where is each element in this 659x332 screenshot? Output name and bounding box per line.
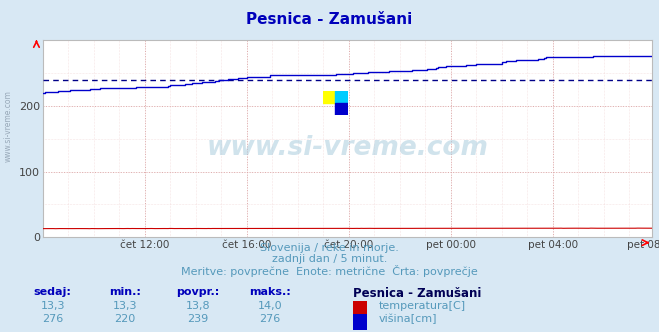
Text: www.si-vreme.com: www.si-vreme.com bbox=[207, 135, 488, 161]
Bar bbox=[335, 91, 348, 103]
Text: 13,3: 13,3 bbox=[113, 301, 138, 311]
Text: sedaj:: sedaj: bbox=[34, 287, 72, 297]
Text: maks.:: maks.: bbox=[249, 287, 291, 297]
Text: 14,0: 14,0 bbox=[258, 301, 283, 311]
Text: 239: 239 bbox=[187, 314, 208, 324]
Text: www.si-vreme.com: www.si-vreme.com bbox=[3, 90, 13, 162]
Text: Meritve: povprečne  Enote: metrične  Črta: povprečje: Meritve: povprečne Enote: metrične Črta:… bbox=[181, 265, 478, 277]
Text: višina[cm]: višina[cm] bbox=[379, 314, 438, 324]
Text: povpr.:: povpr.: bbox=[176, 287, 219, 297]
Text: temperatura[C]: temperatura[C] bbox=[379, 301, 466, 311]
Text: 220: 220 bbox=[115, 314, 136, 324]
Text: 276: 276 bbox=[42, 314, 63, 324]
Text: Slovenija / reke in morje.: Slovenija / reke in morje. bbox=[260, 243, 399, 253]
Text: 13,3: 13,3 bbox=[40, 301, 65, 311]
Text: Pesnica - Zamušani: Pesnica - Zamušani bbox=[353, 287, 481, 300]
Text: 13,8: 13,8 bbox=[185, 301, 210, 311]
Text: 276: 276 bbox=[260, 314, 281, 324]
Text: zadnji dan / 5 minut.: zadnji dan / 5 minut. bbox=[272, 254, 387, 264]
Text: Pesnica - Zamušani: Pesnica - Zamušani bbox=[246, 12, 413, 27]
Text: min.:: min.: bbox=[109, 287, 141, 297]
Bar bbox=[324, 91, 335, 103]
Bar bbox=[335, 103, 348, 115]
